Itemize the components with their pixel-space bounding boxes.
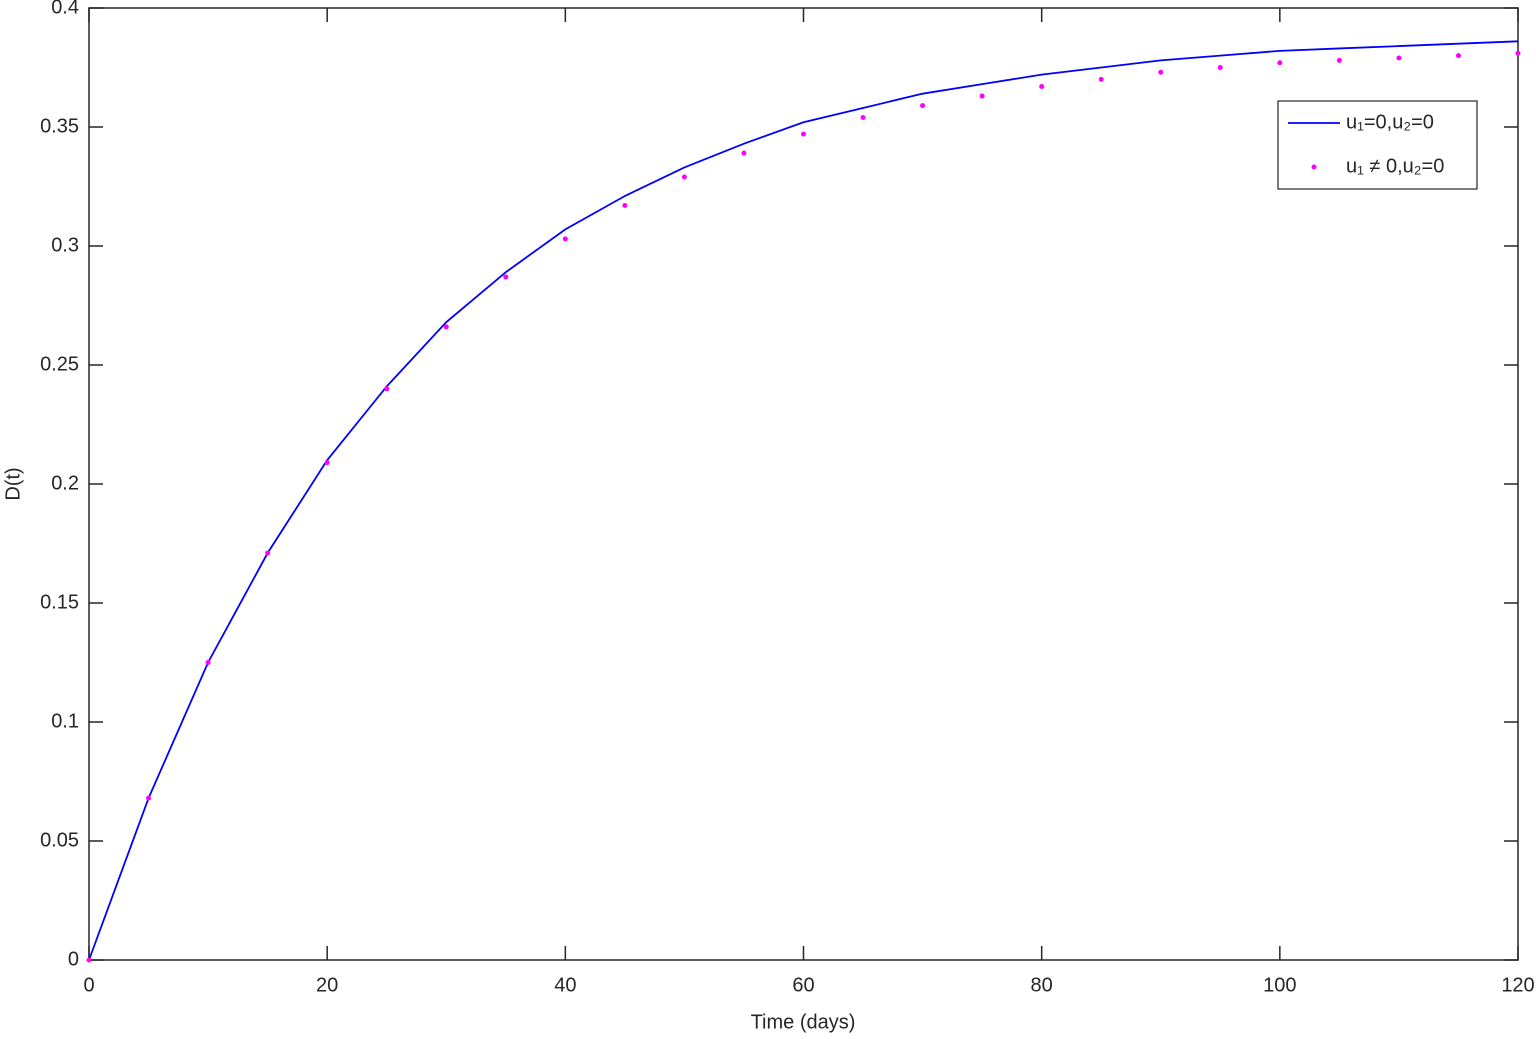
data-point	[1396, 55, 1402, 61]
y-tick-label: 0.2	[51, 472, 79, 494]
data-point	[741, 150, 747, 156]
data-point	[1455, 53, 1461, 59]
data-point	[622, 203, 628, 209]
data-point	[265, 550, 271, 556]
y-tick-label: 0.4	[51, 0, 79, 18]
legend-label: u₁=0,u₂=0	[1346, 111, 1434, 133]
x-tick-label: 60	[792, 974, 814, 996]
y-tick-label: 0	[68, 948, 79, 970]
data-point	[562, 236, 568, 242]
y-tick-label: 0.15	[40, 591, 79, 613]
y-tick-label: 0.35	[40, 115, 79, 137]
data-point	[860, 114, 866, 120]
y-tick-label: 0.05	[40, 829, 79, 851]
data-point	[503, 274, 509, 280]
y-tick-label: 0.3	[51, 234, 79, 256]
x-tick-label: 80	[1031, 974, 1053, 996]
x-tick-label: 20	[316, 974, 338, 996]
data-point	[384, 386, 390, 392]
data-point	[1336, 57, 1342, 63]
data-point	[681, 174, 687, 180]
x-tick-label: 40	[554, 974, 576, 996]
legend-box	[1277, 100, 1478, 190]
y-axis-label: D(t)	[2, 467, 24, 500]
legend-label: u₁ ≠ 0,u₂=0	[1346, 155, 1444, 177]
y-tick-label: 0.1	[51, 710, 79, 732]
x-tick-label: 100	[1263, 974, 1296, 996]
y-tick-label: 0.25	[40, 353, 79, 375]
data-point	[205, 660, 211, 665]
data-point	[979, 93, 985, 99]
data-point	[1515, 50, 1521, 56]
data-point	[86, 957, 92, 963]
data-point	[1039, 84, 1045, 90]
legend: u₁=0,u₂=0 u₁ ≠ 0,u₂=0	[1277, 100, 1478, 190]
x-tick-label: 120	[1501, 974, 1534, 996]
data-point	[1277, 60, 1283, 66]
data-point	[920, 103, 926, 109]
x-tick-label: 0	[83, 974, 94, 996]
legend-symbol	[1311, 164, 1317, 170]
data-point	[146, 795, 152, 801]
data-point	[443, 324, 449, 330]
data-point	[1217, 65, 1223, 70]
data-point	[1098, 76, 1104, 82]
data-point	[801, 131, 806, 137]
data-point	[1158, 69, 1164, 75]
x-axis-label: Time (days)	[751, 1011, 856, 1033]
data-point	[324, 460, 330, 466]
